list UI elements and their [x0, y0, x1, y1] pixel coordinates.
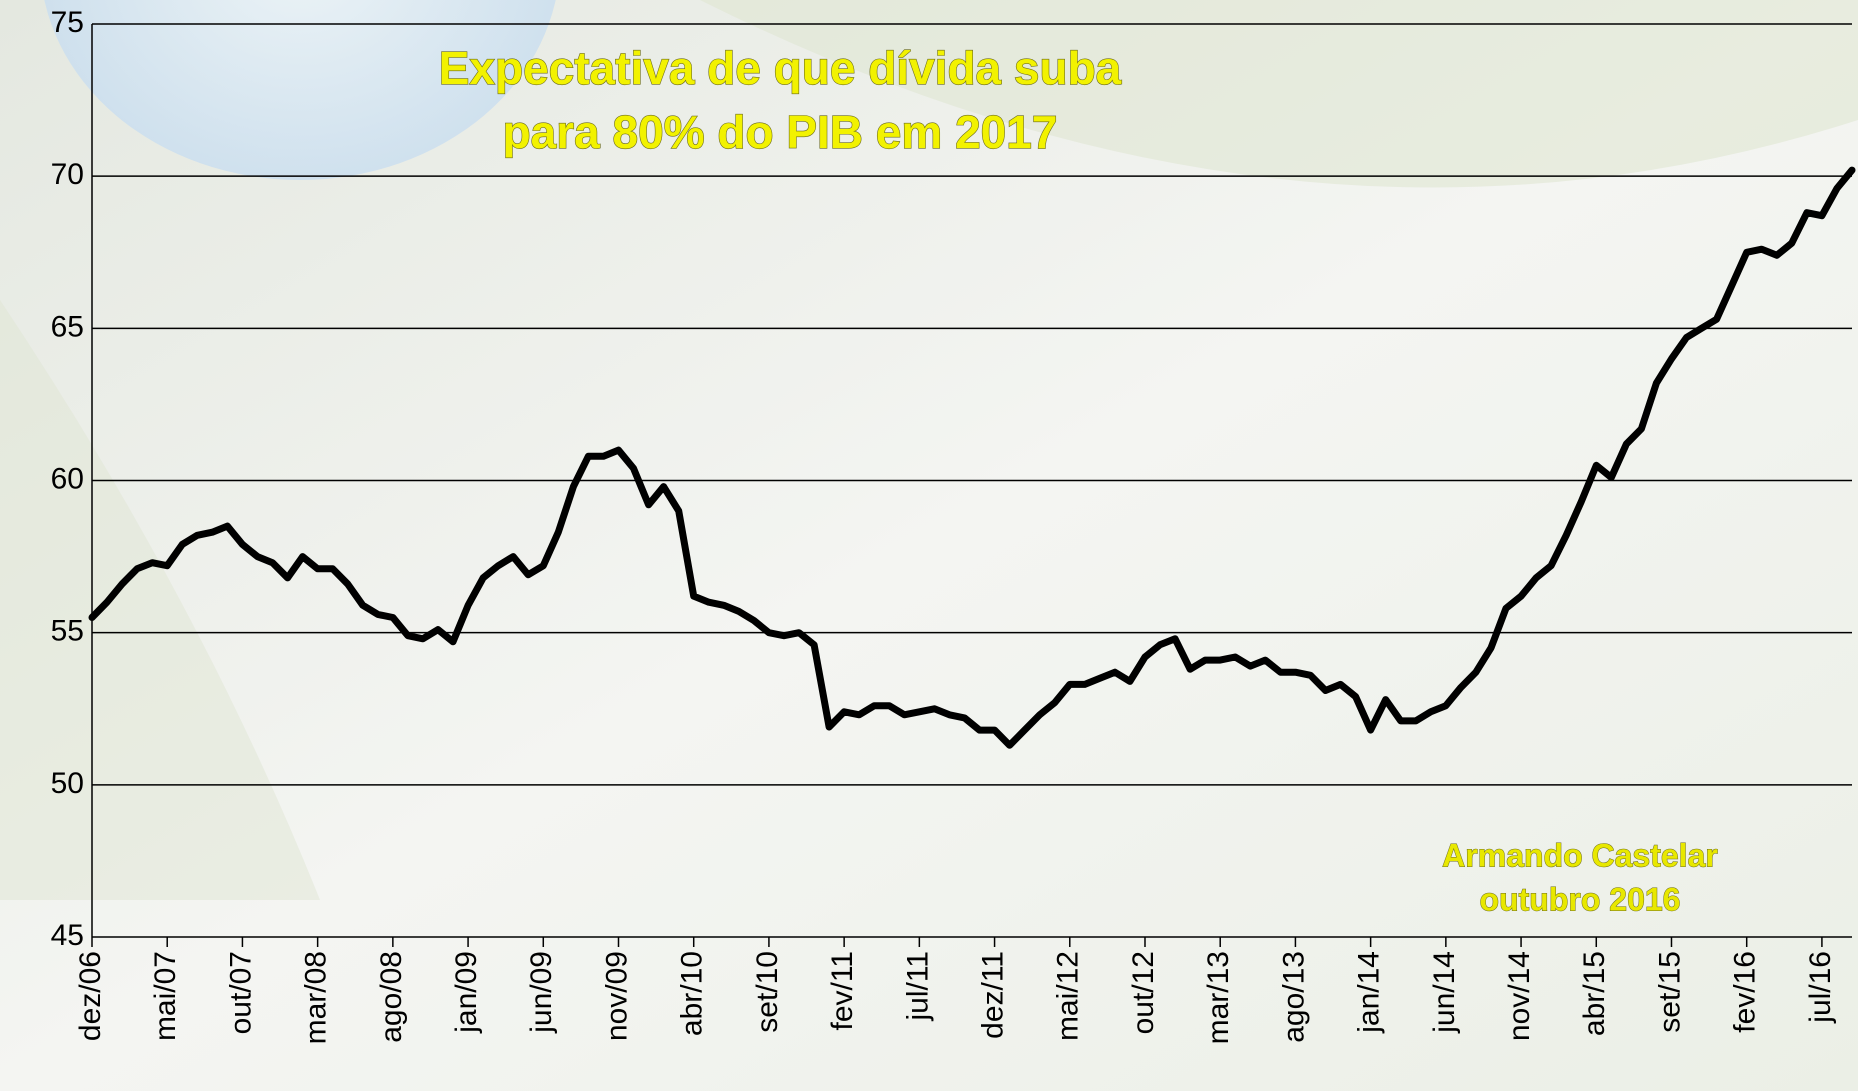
swoosh-decoration	[700, 0, 1858, 188]
y-tick-label: 45	[51, 919, 84, 952]
x-tick-label: nov/14	[1503, 951, 1536, 1041]
x-tick-label: jul/11	[901, 951, 934, 1022]
x-tick-label: set/15	[1653, 951, 1686, 1033]
y-tick-label: 50	[51, 767, 84, 800]
x-tick-label: jan/14	[1353, 951, 1386, 1034]
swoosh-decoration	[0, 300, 320, 900]
x-tick-label: fev/11	[826, 951, 859, 1031]
y-tick-label: 55	[51, 615, 84, 648]
annotation: outubro 2016	[1480, 881, 1681, 917]
chart-title: Expectativa de que dívida suba	[439, 42, 1122, 94]
x-tick-label: ago/13	[1277, 951, 1310, 1043]
x-tick-label: jan/09	[450, 951, 483, 1034]
x-tick-label: mar/08	[300, 951, 333, 1044]
x-tick-label: jun/14	[1428, 951, 1461, 1034]
x-tick-label: out/12	[1127, 951, 1160, 1034]
x-tick-label: dez/11	[976, 951, 1009, 1039]
x-tick-label: mar/13	[1202, 951, 1235, 1044]
globe-decoration	[44, 0, 556, 180]
x-tick-label: abr/10	[676, 951, 709, 1036]
y-tick-label: 65	[51, 310, 84, 343]
x-tick-label: set/10	[751, 951, 784, 1033]
x-tick-label: mai/07	[149, 951, 182, 1041]
chart-title: para 80% do PIB em 2017	[503, 106, 1058, 158]
x-tick-label: out/07	[224, 951, 257, 1034]
x-tick-label: mai/12	[1052, 951, 1085, 1041]
x-tick-label: nov/09	[600, 951, 633, 1041]
x-tick-label: jul/16	[1804, 951, 1837, 1024]
x-tick-label: ago/08	[375, 951, 408, 1043]
x-tick-label: dez/06	[74, 951, 107, 1041]
data-line	[88, 166, 1856, 749]
y-tick-label: 70	[51, 158, 84, 191]
x-tick-label: abr/15	[1578, 951, 1611, 1036]
y-tick-label: 60	[51, 462, 84, 495]
x-tick-label: fev/16	[1729, 951, 1762, 1033]
y-tick-label: 75	[51, 6, 84, 39]
x-tick-label: jun/09	[525, 951, 558, 1034]
annotation: Armando Castelar	[1442, 837, 1718, 873]
